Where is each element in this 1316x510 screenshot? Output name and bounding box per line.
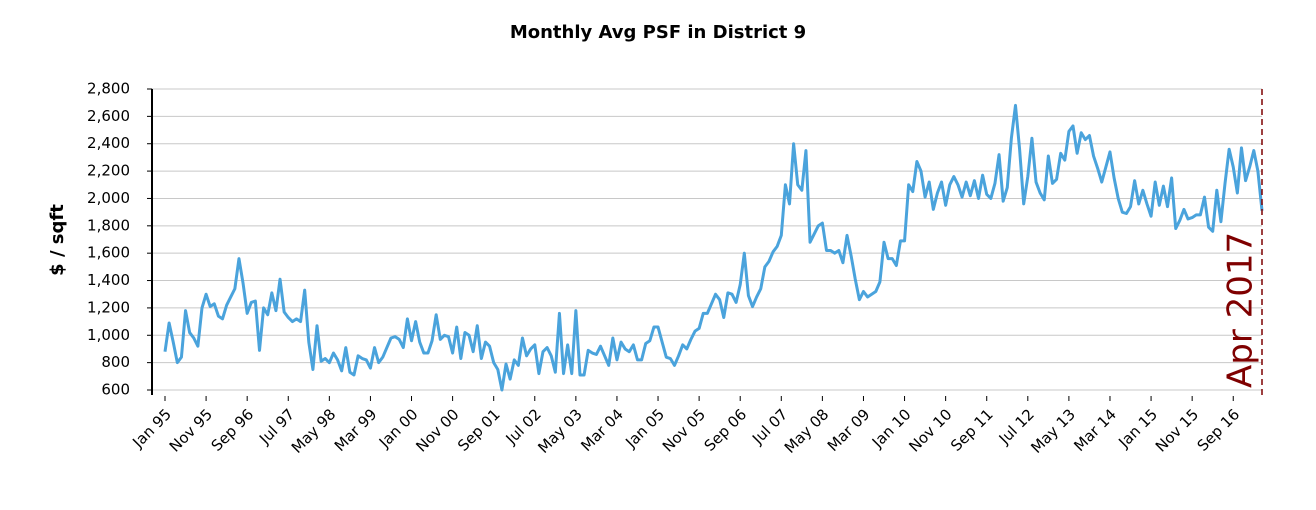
x-tick-label: Mar 04: [577, 405, 627, 455]
y-tick-label: 1,800: [87, 216, 130, 234]
y-tick-label: 1,600: [87, 244, 130, 262]
y-tick-label: 2,000: [87, 189, 130, 207]
x-tick-label: Sep 01: [454, 405, 504, 455]
x-tick-label: May 08: [781, 405, 833, 457]
y-tick-label: 1,000: [87, 326, 130, 344]
x-tick-label: Sep 96: [208, 405, 258, 455]
x-tick-label: Mar 99: [331, 405, 381, 455]
x-tick-label: Sep 11: [947, 405, 997, 455]
x-tick-label: Nov 00: [412, 405, 462, 455]
y-axis-label: $ / sqft: [47, 204, 68, 276]
x-tick-label: Nov 15: [1152, 405, 1202, 455]
chart-title: Monthly Avg PSF in District 9: [510, 22, 806, 43]
data-line: [163, 103, 1264, 392]
y-tick-label: 2,400: [87, 134, 130, 152]
x-tick-label: May 98: [288, 405, 340, 457]
x-tick-label: Nov 10: [905, 405, 955, 455]
y-tick-label: 2,200: [87, 162, 130, 180]
x-tick-label: May 03: [534, 405, 586, 457]
y-tick-label: 1,200: [87, 298, 130, 316]
x-tick-label: Sep 06: [701, 405, 751, 455]
x-tick-label: Nov 05: [659, 405, 709, 455]
y-tick-label: 2,600: [87, 107, 130, 125]
x-tick-label: May 13: [1027, 405, 1079, 457]
x-tick-label: Mar 09: [824, 405, 874, 455]
y-tick-label: 2,800: [87, 80, 130, 98]
x-tick-label: Sep 16: [1194, 405, 1244, 455]
annotation: Apr 2017: [1221, 232, 1261, 388]
y-tick-label: 600: [101, 381, 130, 399]
y-tick-label: 1,400: [87, 271, 130, 289]
y-tick-label: 800: [101, 353, 130, 371]
x-tick-label: Nov 95: [166, 405, 216, 455]
x-tick-label: Mar 14: [1070, 405, 1120, 455]
